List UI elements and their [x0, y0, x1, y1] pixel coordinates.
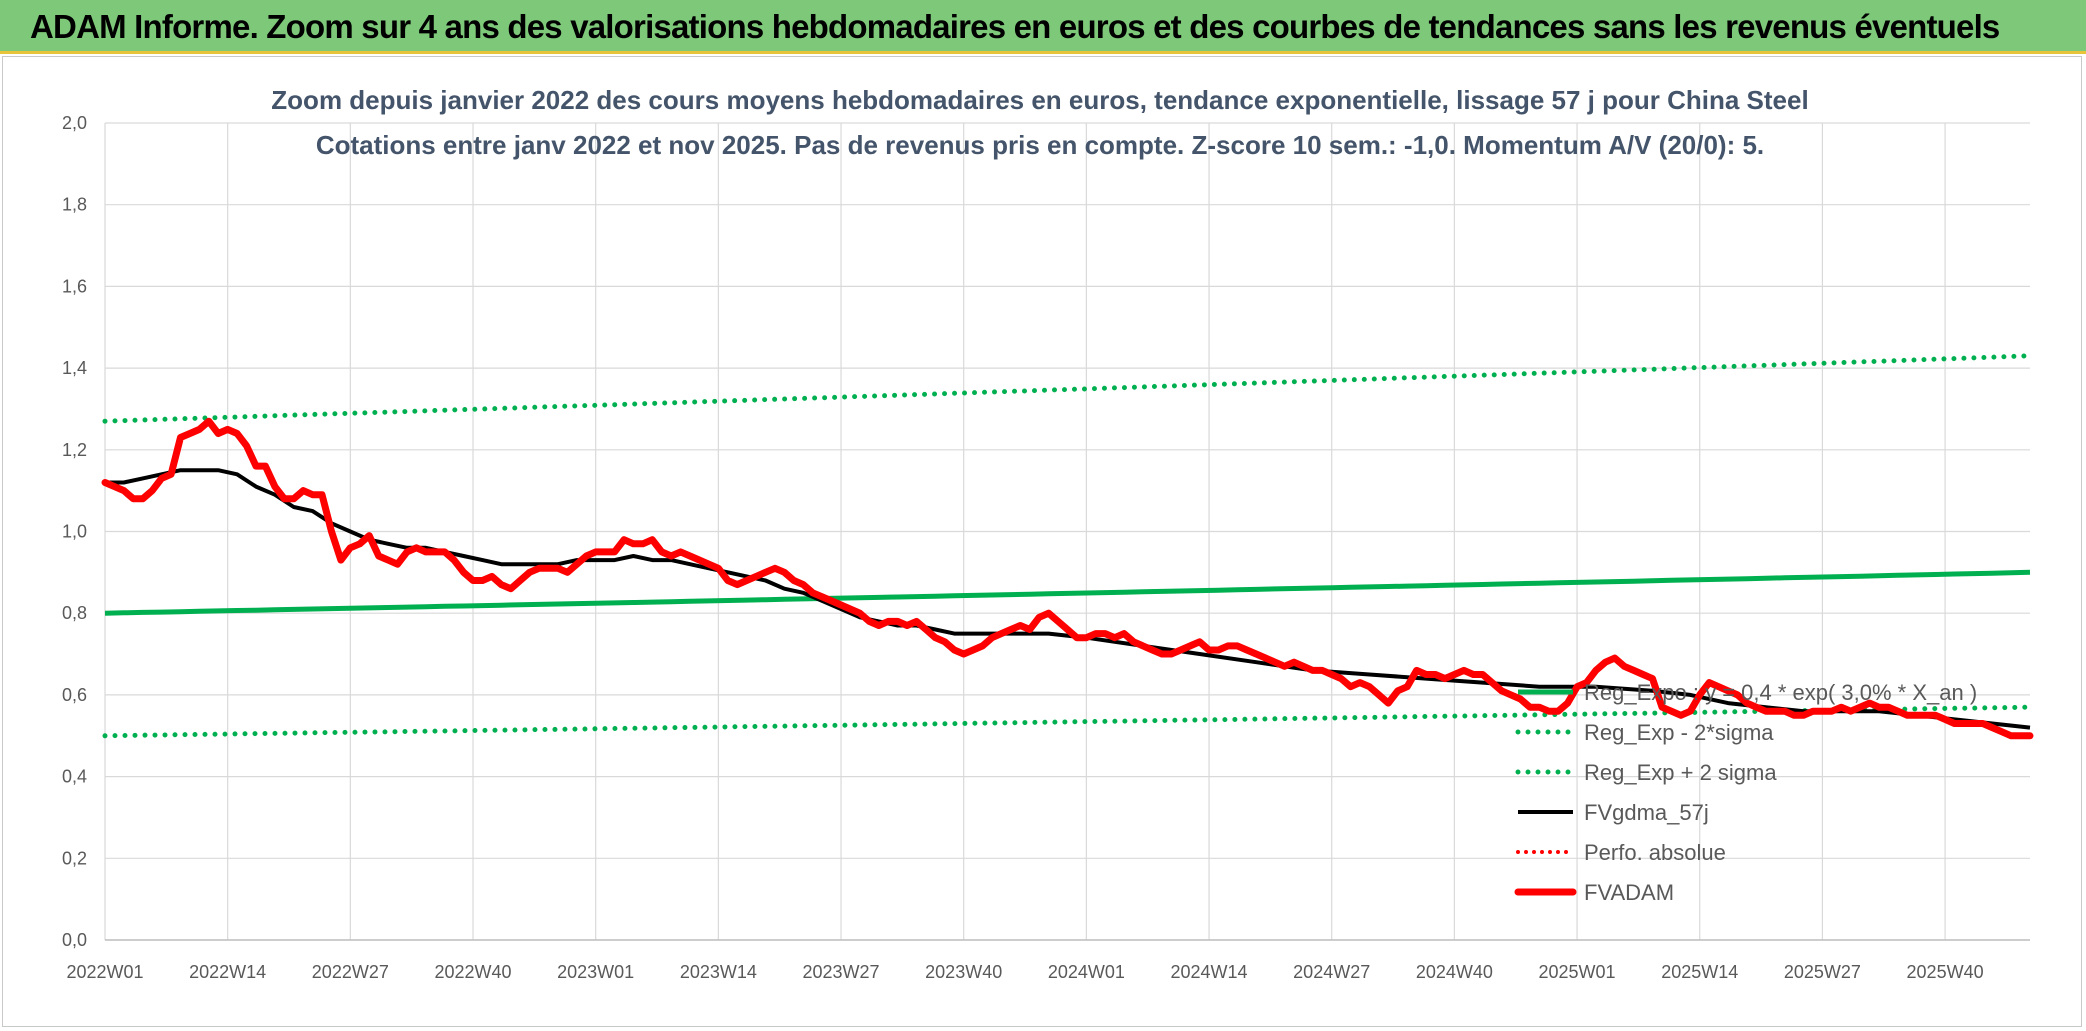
chart-title-line1: Zoom depuis janvier 2022 des cours moyen…	[271, 85, 1808, 115]
chart-frame	[2, 56, 2082, 1027]
x-tick-label: 2025W14	[1661, 962, 1738, 982]
x-tick-label: 2023W01	[557, 962, 634, 982]
x-tick-label: 2025W27	[1784, 962, 1861, 982]
x-tick-label: 2024W27	[1293, 962, 1370, 982]
x-tick-label: 2024W40	[1416, 962, 1493, 982]
chart-title-line2: Cotations entre janv 2022 et nov 2025. P…	[316, 130, 1764, 160]
x-tick-label: 2025W01	[1539, 962, 1616, 982]
y-tick-label: 1,0	[62, 522, 87, 542]
y-tick-label: 1,8	[62, 195, 87, 215]
series-line-0	[104, 569, 2031, 616]
x-tick-label: 2024W14	[1171, 962, 1248, 982]
legend-label: Perfo. absolue	[1584, 840, 1726, 865]
x-tick-label: 2023W14	[680, 962, 757, 982]
x-tick-label: 2022W27	[312, 962, 389, 982]
y-tick-label: 1,2	[62, 440, 87, 460]
y-tick-label: 1,6	[62, 276, 87, 296]
x-tick-label: 2024W01	[1048, 962, 1125, 982]
x-tick-label: 2023W27	[802, 962, 879, 982]
x-tick-label: 2022W40	[434, 962, 511, 982]
report-title: ADAM Informe. Zoom sur 4 ans des valoris…	[30, 8, 2000, 45]
legend-label: FVADAM	[1584, 880, 1674, 905]
y-tick-label: 1,4	[62, 358, 87, 378]
legend-label: Reg_Exp + 2 sigma	[1584, 760, 1777, 785]
report-banner: ADAM Informe. Zoom sur 4 ans des valoris…	[0, 0, 2086, 54]
series-layer	[101, 353, 2034, 740]
x-tick-label: 2022W14	[189, 962, 266, 982]
legend-label: Reg_Expo : y = 0,4 * exp( 3,0% * X_an )	[1584, 680, 1977, 705]
legend-label: FVgdma_57j	[1584, 800, 1709, 825]
grid-lines	[104, 122, 2030, 941]
y-tick-label: 0,0	[62, 930, 87, 950]
legend: Reg_Expo : y = 0,4 * exp( 3,0% * X_an ) R…	[1514, 680, 1977, 905]
series-line-2	[102, 353, 2033, 424]
x-tick-label: 2023W40	[925, 962, 1002, 982]
series-line-5	[101, 417, 2034, 740]
y-tick-label: 0,2	[62, 848, 87, 868]
x-tick-label: 2025W40	[1907, 962, 1984, 982]
y-tick-label: 0,6	[62, 685, 87, 705]
y-tick-label: 0,8	[62, 603, 87, 623]
legend-label: Reg_Exp - 2*sigma	[1584, 720, 1774, 745]
x-tick-label: 2022W01	[66, 962, 143, 982]
y-tick-label: 0,4	[62, 767, 87, 787]
y-tick-label: 2,0	[62, 113, 87, 133]
series-line-1	[102, 704, 2033, 739]
axes: 0,0 0,2 0,4 0,6 0,8 1,0 1,2 1,4 1,6 1,8 2,0 2022W01…	[62, 113, 2030, 982]
